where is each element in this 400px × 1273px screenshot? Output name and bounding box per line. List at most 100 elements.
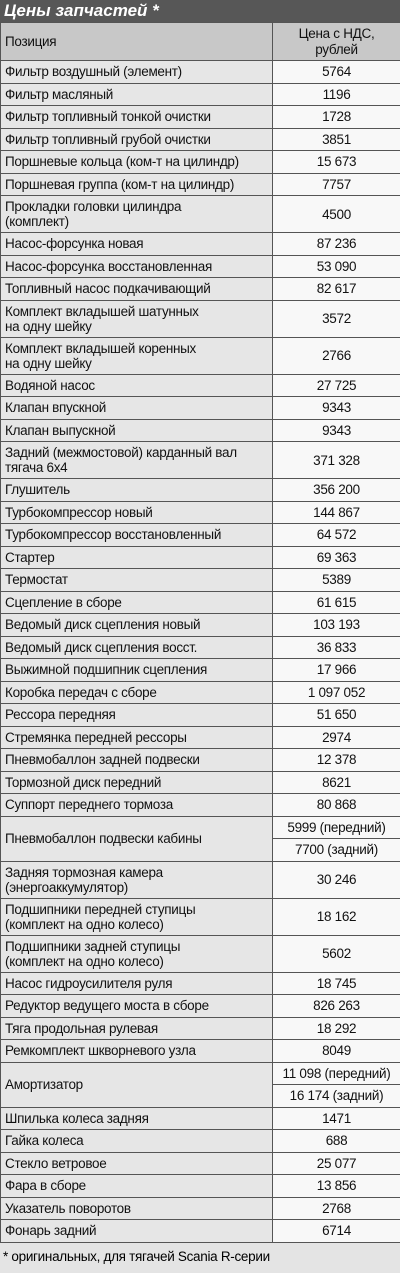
position-cell: Фонарь задний (1, 1220, 273, 1243)
price-cell: 9343 (273, 397, 400, 420)
position-cell: Термостат (1, 569, 273, 592)
position-cell: Стремянка передней рессоры (1, 726, 273, 749)
header-row: Позиция Цена с НДС, рублей (1, 23, 400, 61)
position-cell: Фара в сборе (1, 1175, 273, 1198)
position-cell: Поршневая группа (ком-т на цилиндр) (1, 173, 273, 196)
position-cell: Турбокомпрессор новый (1, 501, 273, 524)
price-cell: 2766 (273, 337, 400, 374)
price-cell: 18 745 (273, 972, 400, 995)
row: Прокладки головки цилиндра (комплект)450… (1, 196, 400, 233)
price-cell: 69 363 (273, 546, 400, 569)
position-cell: Подшипники передней ступицы (комплект на… (1, 898, 273, 935)
price-cell: 2974 (273, 726, 400, 749)
price-cell: 6714 (273, 1220, 400, 1243)
price-cell: 7700 (задний) (273, 839, 400, 862)
position-cell: Стартер (1, 546, 273, 569)
position-cell: Пневмобаллон подвески кабины (1, 816, 273, 861)
price-cell: 144 867 (273, 501, 400, 524)
position-cell: Прокладки головки цилиндра (комплект) (1, 196, 273, 233)
price-cell: 8049 (273, 1040, 400, 1063)
row: Подшипники передней ступицы (комплект на… (1, 898, 400, 935)
position-cell: Клапан впускной (1, 397, 273, 420)
price-cell: 25 077 (273, 1152, 400, 1175)
position-cell: Турбокомпрессор восстановленный (1, 524, 273, 547)
price-cell: 51 650 (273, 704, 400, 727)
header-cell: Цена с НДС, рублей (273, 23, 400, 61)
position-cell: Сцепление в сборе (1, 591, 273, 614)
position-cell: Коробка передач с сборе (1, 681, 273, 704)
row: Поршневые кольца (ком-т на цилиндр)15 67… (1, 151, 400, 174)
position-cell: Указатель поворотов (1, 1197, 273, 1220)
title: Цены запчастей * (0, 0, 400, 22)
row: Подшипники задней ступицы (комплект на о… (1, 935, 400, 972)
price-cell: 13 856 (273, 1175, 400, 1198)
row: Задняя тормозная камера (энергоаккумулят… (1, 861, 400, 898)
price-cell: 5999 (передний) (273, 816, 400, 839)
position-cell: Фильтр масляный (1, 83, 273, 106)
price-cell: 4500 (273, 196, 400, 233)
price-cell: 5389 (273, 569, 400, 592)
price-table: Позиция Цена с НДС, рублей Фильтр воздуш… (0, 22, 400, 1243)
price-cell: 1471 (273, 1107, 400, 1130)
price-cell: 826 263 (273, 995, 400, 1018)
position-cell: Фильтр воздушный (элемент) (1, 61, 273, 84)
position-cell: Шпилька колеса задняя (1, 1107, 273, 1130)
price-cell: 30 246 (273, 861, 400, 898)
position-cell: Стекло ветровое (1, 1152, 273, 1175)
price-cell: 80 868 (273, 794, 400, 817)
position-cell: Амортизатор (1, 1062, 273, 1107)
position-cell: Водяной насос (1, 374, 273, 397)
price-cell: 3572 (273, 300, 400, 337)
price-cell: 2768 (273, 1197, 400, 1220)
position-cell: Насос-форсунка восстановленная (1, 255, 273, 278)
price-cell: 688 (273, 1130, 400, 1153)
price-cell: 371 328 (273, 442, 400, 479)
price-cell: 61 615 (273, 591, 400, 614)
price-cell: 36 833 (273, 636, 400, 659)
position-cell: Пневмобаллон задней подвески (1, 749, 273, 772)
price-cell: 1 097 052 (273, 681, 400, 704)
position-cell: Рессора передняя (1, 704, 273, 727)
position-cell: Редуктор ведущего моста в сборе (1, 995, 273, 1018)
position-cell: Ведомый диск сцепления восст. (1, 636, 273, 659)
price-cell: 64 572 (273, 524, 400, 547)
position-cell: Фильтр топливный грубой очистки (1, 128, 273, 151)
row: Комплект вкладышей коренных на одну шейк… (1, 337, 400, 374)
price-cell: 17 966 (273, 659, 400, 682)
footnote: * оригинальных, для тягачей Scania R-сер… (0, 1243, 400, 1273)
position-cell: Выжимной подшипник сцепления (1, 659, 273, 682)
price-cell: 8621 (273, 771, 400, 794)
price-cell: 5764 (273, 61, 400, 84)
price-cell: 12 378 (273, 749, 400, 772)
price-cell: 18 162 (273, 898, 400, 935)
position-cell: Тормозной диск передний (1, 771, 273, 794)
price-cell: 18 292 (273, 1017, 400, 1040)
price-cell: 356 200 (273, 479, 400, 502)
header-cell: Позиция (1, 23, 273, 61)
